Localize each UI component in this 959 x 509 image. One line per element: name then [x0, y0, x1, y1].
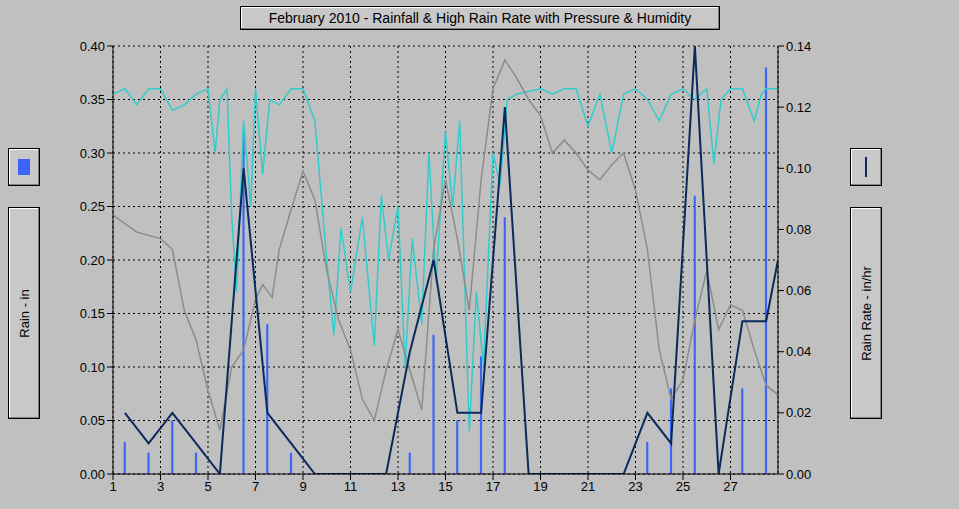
- svg-text:0.10: 0.10: [80, 360, 105, 375]
- svg-text:0.10: 0.10: [786, 161, 811, 176]
- svg-text:0.14: 0.14: [786, 39, 811, 54]
- svg-text:11: 11: [344, 479, 358, 494]
- svg-text:1: 1: [109, 479, 116, 494]
- svg-text:7: 7: [252, 479, 259, 494]
- svg-text:0.02: 0.02: [786, 405, 811, 420]
- svg-text:5: 5: [204, 479, 211, 494]
- svg-text:0.30: 0.30: [80, 146, 105, 161]
- svg-text:0.12: 0.12: [786, 100, 811, 115]
- svg-text:0.25: 0.25: [80, 199, 105, 214]
- html-text:February 2010 - Rainfall & Hig: February 2010 - Rainfall & High Rain Rat…: [268, 10, 692, 26]
- svg-text:17: 17: [486, 479, 500, 494]
- svg-text:0.06: 0.06: [786, 283, 811, 298]
- svg-text:0.08: 0.08: [786, 222, 811, 237]
- svg-text:0.15: 0.15: [80, 306, 105, 321]
- svg-text:15: 15: [438, 479, 452, 494]
- svg-text:0.00: 0.00: [786, 467, 811, 482]
- svg-text:13: 13: [391, 479, 405, 494]
- svg-text:19: 19: [533, 479, 547, 494]
- svg-text:21: 21: [581, 479, 595, 494]
- svg-text:3: 3: [157, 479, 164, 494]
- svg-text:0.00: 0.00: [80, 467, 105, 482]
- svg-text:27: 27: [723, 479, 737, 494]
- svg-text:0.20: 0.20: [80, 253, 105, 268]
- svg-text:0.35: 0.35: [80, 92, 105, 107]
- svg-text:9: 9: [299, 479, 306, 494]
- html-text:Rain Rate - in/hr: Rain Rate - in/hr: [858, 265, 874, 361]
- svg-text:23: 23: [628, 479, 642, 494]
- svg-text:0.40: 0.40: [80, 39, 105, 54]
- svg-text:25: 25: [676, 479, 690, 494]
- html-text:Rain - in: Rain - in: [16, 288, 32, 338]
- svg-text:0.05: 0.05: [80, 413, 105, 428]
- svg-text:0.04: 0.04: [786, 344, 811, 359]
